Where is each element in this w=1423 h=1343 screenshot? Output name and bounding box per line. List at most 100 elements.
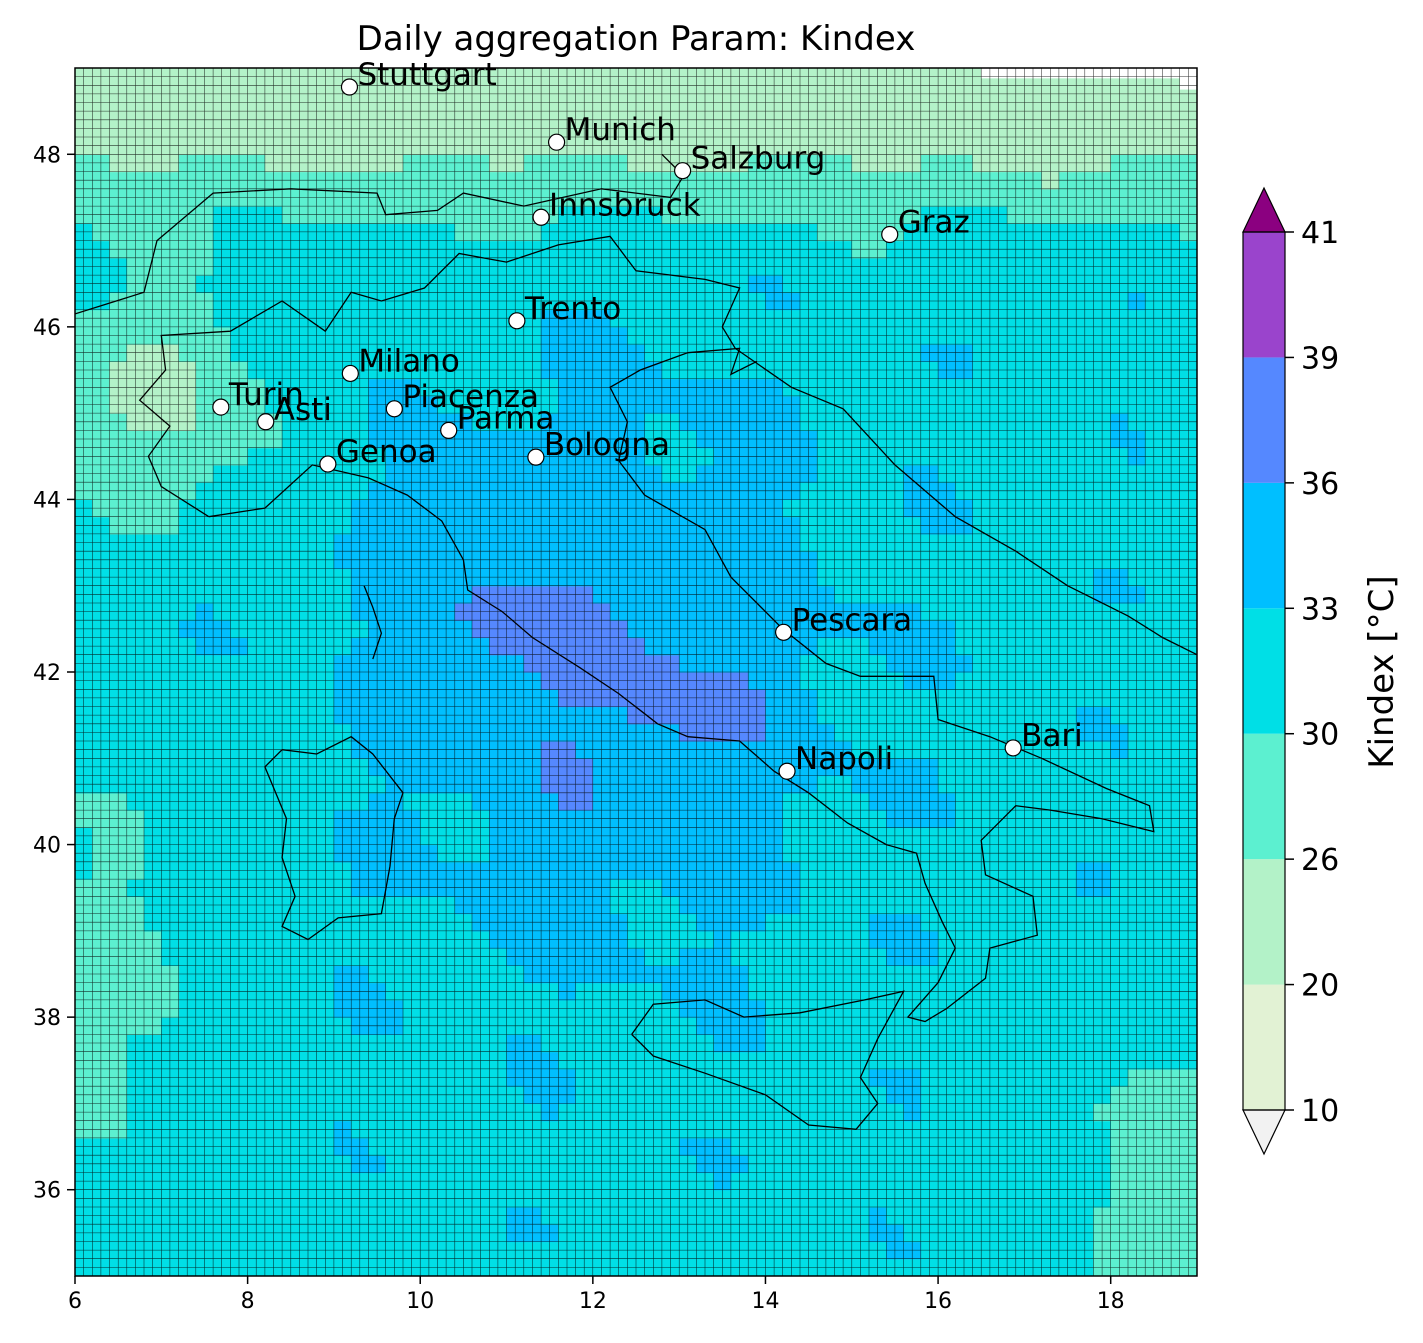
field-cell — [1145, 758, 1164, 777]
field-cell — [472, 637, 490, 656]
field-cell — [610, 706, 628, 725]
field-cell — [903, 344, 922, 362]
field-cell — [765, 551, 784, 570]
field-cell — [351, 602, 370, 621]
field-cell — [454, 1206, 473, 1225]
field-cell — [938, 585, 956, 604]
field-cell — [454, 430, 473, 449]
field-cell — [834, 395, 853, 414]
field-cell — [437, 85, 456, 104]
field-cell — [92, 792, 111, 811]
field-cell — [834, 637, 853, 656]
field-cell — [316, 85, 335, 104]
field-cell — [541, 999, 559, 1018]
field-cell — [1041, 154, 1060, 173]
field-cell — [765, 1172, 784, 1191]
city-asti: Asti — [257, 392, 332, 431]
field-cell — [75, 85, 93, 104]
field-cell — [368, 482, 387, 501]
field-cell — [575, 758, 594, 777]
field-cell — [1110, 672, 1129, 690]
field-cell — [679, 568, 698, 587]
field-cell — [1145, 1155, 1164, 1174]
field-cell — [247, 810, 266, 828]
field-cell — [938, 948, 956, 966]
field-cell — [765, 792, 784, 811]
field-cell — [316, 568, 335, 587]
field-cell — [1110, 119, 1129, 138]
field-cell — [713, 395, 732, 414]
field-cell — [920, 1155, 939, 1174]
field-cell — [592, 1155, 611, 1174]
colorbar-over-arrow — [1242, 186, 1286, 233]
field-cell — [679, 1206, 698, 1225]
field-cell — [661, 844, 680, 863]
field-cell — [213, 844, 231, 863]
field-cell — [575, 965, 594, 984]
field-cell — [230, 102, 249, 121]
field-cell — [1127, 913, 1146, 932]
field-cell — [989, 706, 1008, 725]
field-cell — [765, 913, 784, 932]
field-cell — [627, 240, 646, 259]
field-cell — [385, 637, 404, 656]
field-cell — [972, 672, 991, 690]
field-cell — [351, 1086, 370, 1105]
field-cell — [230, 1086, 249, 1105]
field-cell — [351, 723, 370, 742]
field-cell — [1110, 1172, 1129, 1191]
field-cell — [402, 1172, 421, 1191]
field-cell — [178, 1051, 197, 1070]
field-cell — [437, 568, 456, 587]
field-cell — [402, 447, 421, 466]
field-cell — [541, 965, 559, 984]
field-cell — [1076, 309, 1095, 328]
field-cell — [575, 275, 594, 293]
field-cell — [351, 672, 370, 690]
field-cell — [903, 516, 922, 535]
field-cell — [575, 119, 594, 138]
field-cell — [799, 948, 818, 966]
field-cell — [1024, 119, 1043, 138]
field-cell — [748, 326, 767, 345]
field-cell — [161, 758, 180, 777]
field-cell — [299, 1068, 318, 1087]
field-cell — [1058, 672, 1077, 690]
field-cell — [696, 637, 715, 656]
field-cell — [437, 447, 456, 466]
field-cell — [592, 516, 611, 535]
field-cell — [851, 1051, 870, 1070]
field-cell — [696, 326, 715, 345]
field-cell — [75, 758, 93, 777]
field-cell — [610, 1189, 628, 1208]
field-cell — [834, 930, 853, 949]
field-cell — [920, 1051, 939, 1070]
colorbar-tick-label: 41 — [1301, 216, 1339, 251]
field-cell — [230, 1241, 249, 1260]
field-cell — [1024, 1155, 1043, 1174]
field-cell — [592, 810, 611, 828]
field-cell — [1127, 965, 1146, 984]
field-cell — [402, 672, 421, 690]
field-cell — [920, 965, 939, 984]
field-cell — [817, 1189, 836, 1208]
field-cell — [989, 672, 1008, 690]
field-cell — [817, 706, 836, 725]
field-cell — [247, 430, 266, 449]
field-cell — [213, 240, 231, 259]
field-cell — [989, 240, 1008, 259]
field-cell — [851, 792, 870, 811]
field-cell — [161, 930, 180, 949]
field-cell — [920, 810, 939, 828]
field-cell — [1145, 482, 1164, 501]
field-cell — [575, 1172, 594, 1191]
field-cell — [1127, 464, 1146, 483]
field-cell — [696, 68, 715, 86]
city-label: Graz — [898, 205, 970, 241]
field-cell — [161, 568, 180, 587]
field-cell — [886, 585, 905, 604]
field-cell — [213, 1034, 231, 1053]
field-cell — [713, 827, 732, 846]
field-cell — [679, 361, 698, 380]
field-cell — [696, 206, 715, 224]
